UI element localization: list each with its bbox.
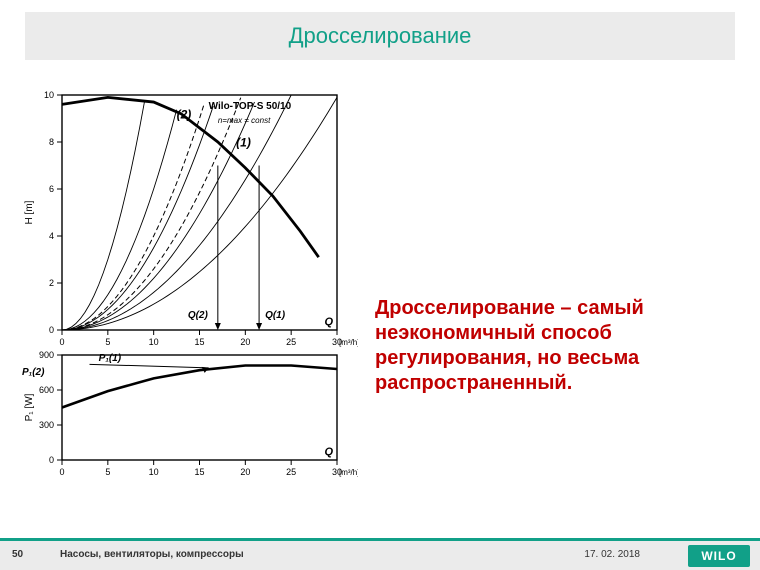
svg-text:Q(2): Q(2) [188, 310, 209, 321]
body-text: Дросселирование – самый неэкономичный сп… [375, 296, 735, 396]
svg-text:Q: Q [324, 316, 333, 328]
svg-text:2: 2 [49, 278, 54, 288]
svg-text:P₁ [W]: P₁ [W] [24, 393, 35, 421]
svg-text:0: 0 [49, 325, 54, 335]
svg-text:5: 5 [105, 467, 110, 477]
title-bar: Дросселирование [25, 12, 735, 60]
footer-text: Насосы, вентиляторы, компрессоры [60, 549, 244, 560]
svg-text:15: 15 [194, 467, 204, 477]
slide-title: Дросселирование [289, 23, 472, 48]
footer: 50 Насосы, вентиляторы, компрессоры 17. … [0, 538, 760, 570]
svg-text:25: 25 [286, 337, 296, 347]
svg-text:6: 6 [49, 184, 54, 194]
svg-text:P₁(1): P₁(1) [99, 353, 122, 364]
svg-text:15: 15 [194, 337, 204, 347]
svg-text:300: 300 [39, 420, 54, 430]
svg-text:20: 20 [240, 467, 250, 477]
svg-text:Q: Q [324, 446, 333, 458]
svg-text:(2): (2) [177, 108, 192, 122]
svg-text:[m³/h]: [m³/h] [339, 468, 358, 477]
svg-text:(1): (1) [236, 136, 251, 150]
svg-text:20: 20 [240, 337, 250, 347]
svg-text:5: 5 [105, 337, 110, 347]
wilo-logo: WILO [688, 545, 750, 567]
svg-text:600: 600 [39, 385, 54, 395]
svg-text:4: 4 [49, 231, 54, 241]
svg-text:25: 25 [286, 467, 296, 477]
svg-text:8: 8 [49, 137, 54, 147]
svg-text:900: 900 [39, 350, 54, 360]
slide-number: 50 [12, 549, 23, 560]
svg-text:10: 10 [149, 337, 159, 347]
svg-text:0: 0 [59, 337, 64, 347]
svg-text:P₁(2): P₁(2) [22, 367, 45, 378]
footer-date: 17. 02. 2018 [584, 549, 640, 560]
svg-text:n=max = const: n=max = const [218, 116, 271, 125]
svg-text:H [m]: H [m] [24, 200, 35, 224]
svg-text:Wilo-TOP-S 50/10: Wilo-TOP-S 50/10 [209, 101, 292, 112]
footer-bar: 50 Насосы, вентиляторы, компрессоры 17. … [0, 541, 760, 570]
svg-text:Q(1): Q(1) [265, 310, 286, 321]
svg-text:10: 10 [149, 467, 159, 477]
svg-text:[m³/h]: [m³/h] [339, 338, 358, 347]
svg-text:10: 10 [44, 90, 54, 100]
svg-text:0: 0 [59, 467, 64, 477]
svg-text:0: 0 [49, 455, 54, 465]
chart-figure: 0510152025300246810H [m]Q[m³/h]Q(1)Q(2)(… [20, 85, 358, 480]
